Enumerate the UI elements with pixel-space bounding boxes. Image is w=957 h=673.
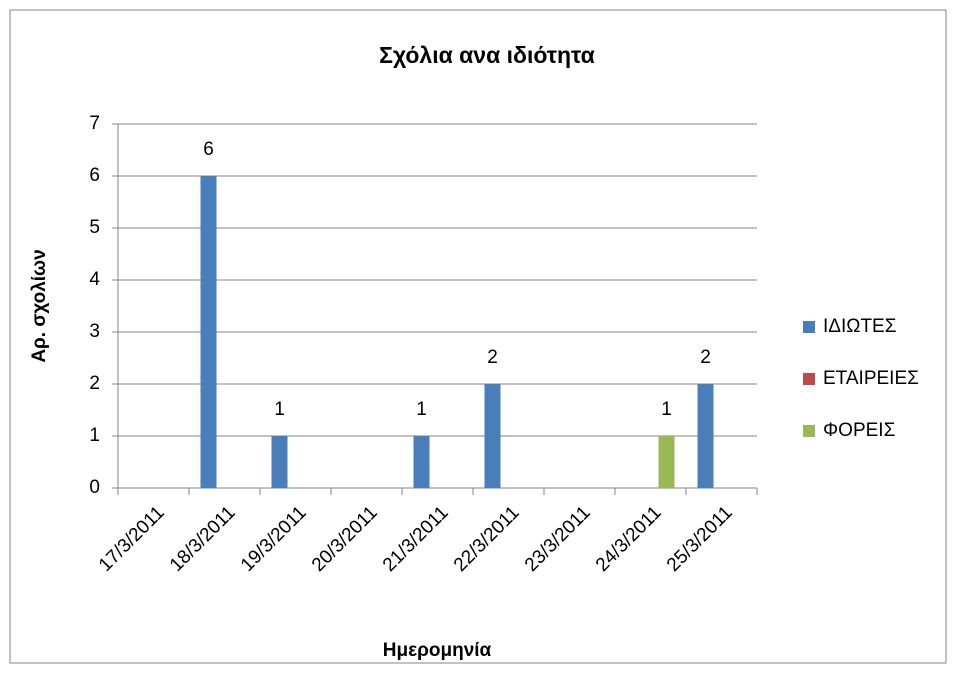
bar [658, 436, 675, 488]
y-axis-title: Αρ. σχολίων [29, 249, 50, 362]
data-label: 6 [203, 139, 214, 160]
chart-frame [9, 9, 947, 664]
bar [413, 436, 430, 488]
legend-swatch [803, 321, 815, 333]
bar [271, 436, 288, 488]
y-tick-label: 7 [89, 113, 100, 134]
y-tick-label: 1 [89, 425, 100, 446]
legend-label: ΙΔΙΩΤΕΣ [823, 316, 896, 337]
data-label: 2 [487, 347, 498, 368]
bar [484, 384, 501, 488]
legend-swatch [803, 425, 815, 437]
y-tick-label: 2 [89, 373, 100, 394]
y-tick-label: 3 [89, 321, 100, 342]
data-label: 1 [274, 399, 285, 420]
legend-label: ΕΤΑΙΡΕΙΕΣ [823, 368, 919, 389]
legend-swatch [803, 373, 815, 385]
y-tick-label: 0 [89, 477, 100, 498]
data-label: 1 [661, 399, 672, 420]
data-label: 1 [416, 399, 427, 420]
x-axis-title: Ημερομηνία [383, 640, 492, 661]
chart-title: Σχόλια ανα ιδιότητα [379, 42, 595, 68]
bar [697, 384, 714, 488]
legend-label: ΦΟΡΕΙΣ [823, 420, 895, 441]
bar [200, 176, 217, 488]
y-tick-label: 4 [89, 269, 100, 290]
data-label: 2 [700, 347, 711, 368]
y-tick-label: 5 [89, 217, 100, 238]
y-tick-label: 6 [89, 165, 100, 186]
